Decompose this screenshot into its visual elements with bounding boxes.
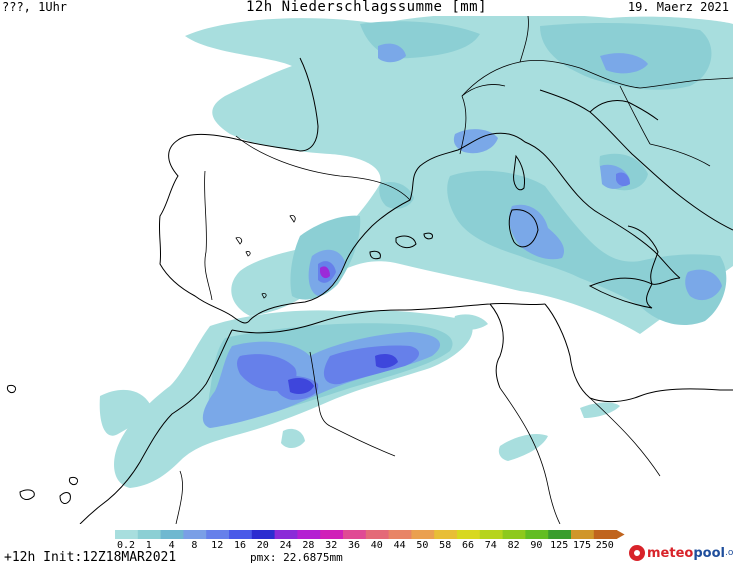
country-borders	[175, 16, 733, 524]
precip-layer-core	[288, 266, 398, 394]
legend-swatch	[115, 530, 139, 539]
legend-color-bar	[115, 530, 625, 539]
legend-swatch	[388, 530, 412, 539]
legend-level-label: 58	[439, 540, 451, 549]
legend-swatch	[593, 530, 618, 539]
legend-swatch	[183, 530, 207, 539]
legend-level-label: 175	[573, 540, 591, 549]
legend-swatch	[434, 530, 458, 539]
legend-swatch	[229, 530, 253, 539]
logo-icon	[629, 545, 645, 561]
legend-level-label: 16	[234, 540, 246, 549]
legend-swatch	[320, 530, 344, 539]
legend-swatch	[571, 530, 595, 539]
model-init-label: +12h Init:12Z18MAR2021	[4, 550, 177, 565]
legend-level-label: 8	[191, 540, 197, 549]
legend-swatch	[251, 530, 276, 539]
legend-level-label: 90	[530, 540, 542, 549]
legend-swatch	[343, 530, 367, 539]
legend-swatch	[525, 530, 549, 539]
legend-level-label: 28	[302, 540, 314, 549]
legend-level-label: 74	[485, 540, 497, 549]
legend-swatch	[411, 530, 435, 539]
legend-level-labels: 0.2 1 4 8 12 16 20 24 28 32 36 40 44 50 58 66 74 82 90 125 1…	[117, 540, 614, 549]
legend-swatch	[206, 530, 230, 539]
legend-level-label: 20	[257, 540, 269, 549]
legend-level-label: 12	[211, 540, 223, 549]
legend-level-label: 40	[371, 540, 383, 549]
logo-text-tld: .org	[724, 548, 733, 558]
legend-level-label: 32	[325, 540, 337, 549]
legend-overflow-arrow	[616, 530, 625, 539]
coastlines	[7, 57, 733, 524]
legend-swatch	[137, 530, 162, 539]
location-time-label: ???, 1Uhr	[2, 0, 68, 14]
legend-swatch	[160, 530, 184, 539]
sea-islands-europe	[235, 215, 296, 299]
forecast-date: 19. Maerz 2021	[627, 0, 729, 14]
precip-max-label: pmx: 22.6875mm	[250, 551, 343, 564]
legend-swatch	[365, 530, 390, 539]
legend-level-label: 82	[508, 540, 520, 549]
legend-level-label: 125	[550, 540, 568, 549]
legend-level-label: 50	[416, 540, 428, 549]
map-title: 12h Niederschlagssumme [mm]	[245, 0, 488, 15]
legend-level-label: 24	[280, 540, 292, 549]
legend-level-label: 66	[462, 540, 474, 549]
legend-level-label: 36	[348, 540, 360, 549]
legend-swatch	[548, 530, 572, 539]
legend-swatch	[479, 530, 504, 539]
logo-text-pool: pool	[693, 545, 725, 561]
meteopool-logo[interactable]: meteo pool .org	[629, 545, 733, 561]
legend-level-label: 0.2	[117, 540, 135, 549]
precipitation-legend: 0.2 1 4 8 12 16 20 24 28 32 36 40 44 50 58 66 74 82 90 125 1…	[115, 530, 625, 549]
logo-text-meteo: meteo	[647, 545, 694, 561]
legend-level-label: 4	[169, 540, 175, 549]
legend-swatch	[297, 530, 321, 539]
legend-level-label: 250	[596, 540, 614, 549]
precipitation-map	[0, 16, 733, 524]
legend-swatch	[457, 530, 481, 539]
legend-swatch	[274, 530, 298, 539]
legend-swatch	[502, 530, 526, 539]
legend-level-label: 1	[146, 540, 152, 549]
legend-level-label: 44	[394, 540, 406, 549]
